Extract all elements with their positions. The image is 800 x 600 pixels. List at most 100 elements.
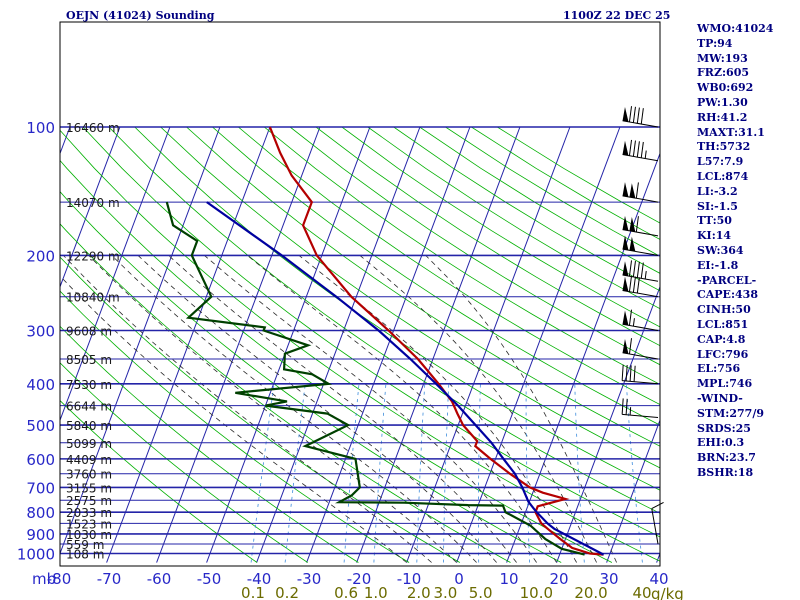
- wind-barb-full: [625, 398, 628, 415]
- wind-barb-full: [632, 140, 636, 157]
- wind-barb-full: [628, 139, 633, 156]
- moist-adiabat: [111, 255, 477, 563]
- x-axis-unit: mb: [32, 570, 56, 588]
- index-item: TT:50: [697, 214, 732, 228]
- height-label: 9608 m: [66, 324, 112, 338]
- dry-adiabat: [108, 126, 660, 514]
- wind-barbs: [621, 106, 664, 545]
- dry-adiabat: [238, 126, 660, 405]
- mixing-ratio-tick-label: 0.6: [334, 584, 358, 600]
- index-item: STM:277/9: [697, 406, 764, 420]
- index-item: MW:193: [697, 51, 748, 65]
- moist-adiabats: [60, 255, 617, 563]
- index-item: TH:5732: [697, 140, 751, 154]
- height-label: 6644 m: [66, 400, 112, 414]
- pressure-tick-label: 800: [26, 504, 55, 522]
- wind-barb-full: [628, 260, 633, 277]
- index-item: RH:41.2: [697, 110, 748, 124]
- index-item: -PARCEL-: [697, 273, 757, 287]
- wind-barb-half: [629, 407, 632, 416]
- wind-barb-full: [625, 365, 628, 382]
- stability-indices-panel: WMO:41024 TP:94 MW:193 FRZ:605 WB0:692 PW:1.3…: [697, 22, 800, 481]
- height-label: 12290 m: [66, 249, 120, 263]
- wind-barb-full: [640, 108, 644, 125]
- wind-barb: [622, 235, 659, 256]
- moist-adiabat: [60, 275, 407, 563]
- isotherm: [106, 126, 271, 563]
- wind-barb-half: [644, 271, 647, 280]
- wind-barb-pennant: [622, 140, 629, 156]
- mixing-ratio-tick-label: 2.0: [407, 584, 431, 600]
- wind-barb-full: [628, 309, 633, 326]
- wind-barb-pennant: [622, 261, 629, 277]
- wind-barb-full: [640, 262, 644, 279]
- wind-barb-staff: [622, 195, 659, 203]
- wind-barb-pennant: [629, 217, 636, 232]
- mixing-ratio-line: [343, 383, 360, 563]
- pressure-tick-label: 100: [26, 119, 55, 137]
- wind-barb: [622, 275, 659, 298]
- height-label: 3155 m: [66, 481, 112, 495]
- dry-adiabat: [60, 159, 613, 563]
- mixing-ratio-tick-label: 5.0: [469, 584, 493, 600]
- wind-barb-full: [621, 364, 624, 381]
- pressure-tick-label: 400: [26, 376, 55, 394]
- dry-adiabat: [186, 126, 660, 447]
- dry-adiabat: [60, 256, 460, 563]
- temperature-tick-label: -20: [347, 570, 372, 588]
- pressure-tick-label: 200: [26, 247, 55, 265]
- isotherm: [606, 418, 660, 563]
- height-label: 14070 m: [66, 196, 120, 210]
- dry-adiabat: [60, 129, 660, 562]
- temperature-tick-label: -70: [97, 570, 122, 588]
- temperature-tick-label: -80: [47, 570, 72, 588]
- wind-barb-half: [632, 318, 635, 327]
- temperature-tick-label: -60: [147, 570, 172, 588]
- temperature-tick-labels: -80 -70 -60 -50 -40 -30 -20 -10 0 10 20 30 40: [47, 570, 669, 588]
- mixing-ratio-tick-label: 3.0: [433, 584, 457, 600]
- moist-adiabat: [247, 255, 557, 563]
- wind-barb-pennant: [622, 106, 629, 122]
- moist-adiabat: [359, 255, 597, 563]
- moist-adiabat: [298, 255, 577, 563]
- wind-barb-staff: [622, 352, 659, 360]
- index-item: LI:-3.2: [697, 184, 738, 198]
- isotherm: [206, 126, 371, 563]
- mixing-ratio-line: [443, 383, 450, 563]
- moist-adiabat: [425, 255, 617, 563]
- dry-adiabat: [367, 126, 660, 310]
- temperature-tick-label: -50: [197, 570, 222, 588]
- isotherm: [256, 126, 421, 563]
- wind-barb: [621, 398, 659, 419]
- temperature-tick-label: 40: [649, 570, 668, 588]
- mixing-ratio-tick-labels: 0.1 0.2 0.6 1.0 2.0 3.0 5.0 10.0 20.0 40: [241, 584, 651, 600]
- index-item: SW:364: [697, 243, 744, 257]
- index-item: L57:7.9: [697, 155, 744, 169]
- wind-barb-pennant: [622, 235, 629, 251]
- mixing-ratio-tick-label: 20.0: [574, 584, 607, 600]
- wind-barb-pennant: [629, 183, 636, 199]
- mixing-ratio-tick-label: 10.0: [520, 584, 553, 600]
- isobar-lines: [60, 126, 660, 555]
- dry-adiabat: [60, 400, 258, 563]
- wind-barb-pennant: [622, 215, 629, 231]
- temperature-tick-label: -10: [397, 570, 422, 588]
- wind-barb-staff: [622, 248, 659, 256]
- mixing-ratio-unit: g/kg: [651, 585, 684, 600]
- height-label: 5840 m: [66, 419, 112, 433]
- dry-adiabat: [160, 126, 660, 469]
- index-item: CINH:50: [697, 303, 751, 317]
- height-label: 16460 m: [66, 121, 120, 135]
- height-label: 8505 m: [66, 353, 112, 367]
- mixing-ratio-line: [373, 383, 387, 563]
- wind-barb-full: [635, 182, 639, 199]
- dry-adiabat: [341, 126, 660, 328]
- wind-barb: [622, 309, 659, 331]
- index-item: WB0:692: [697, 81, 754, 95]
- height-label: 559 m: [66, 538, 104, 552]
- index-item: BRN:23.7: [697, 451, 756, 465]
- height-label: 5099 m: [66, 437, 112, 451]
- wind-barb: [622, 338, 659, 360]
- height-label: 108 m: [66, 548, 104, 562]
- wind-barb-staff: [651, 508, 659, 545]
